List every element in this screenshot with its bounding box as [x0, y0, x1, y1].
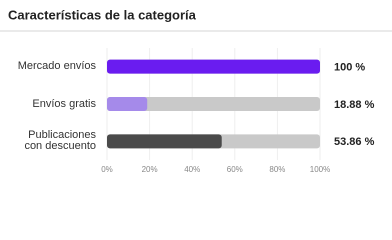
value-label: 100 %: [334, 62, 365, 74]
category-label: Mercado envíos: [17, 60, 96, 73]
x-tick-label: 40%: [184, 165, 200, 174]
category-label: Envíos gratis: [32, 97, 96, 110]
x-tick-label: 20%: [142, 165, 158, 174]
value-label: 18.88 %: [334, 99, 375, 111]
x-tick-label: 80%: [269, 165, 285, 174]
chart: Características de la categoría 0% 20% 40%…: [0, 7, 392, 174]
category-label: Publicaciones con descuento: [24, 129, 96, 153]
x-tick-label: 0%: [101, 165, 113, 174]
value-label: 53.86 %: [334, 136, 375, 148]
page: {"chart_data": {"type": "barh", "title":…: [0, 7, 392, 175]
category-label-box: Mercado envíos: [17, 60, 96, 73]
chart-title: Características de la categoría: [8, 7, 197, 22]
bar: [107, 97, 148, 111]
x-tick-label: 60%: [227, 165, 243, 174]
bar: [107, 59, 320, 74]
bar: [107, 134, 222, 149]
bar-track: [107, 97, 320, 111]
category-label-box: Envíos gratis: [32, 97, 96, 110]
category-label-box: Publicaciones con descuento: [24, 129, 96, 153]
x-tick-label: 100%: [310, 165, 330, 174]
